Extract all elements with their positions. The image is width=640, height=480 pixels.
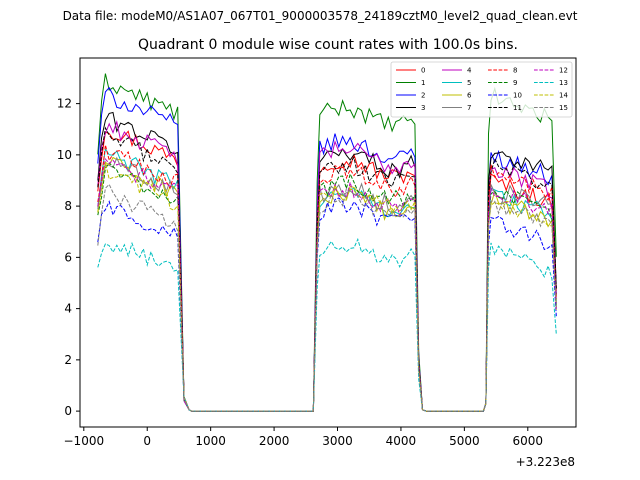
legend-label: 5 — [467, 79, 471, 87]
plot-area — [80, 58, 576, 427]
chart-suptitle: Data file: modeM0/AS1A07_067T01_90000035… — [63, 9, 578, 23]
y-tick-label: 10 — [57, 148, 72, 162]
chart-title: Quadrant 0 module wise count rates with … — [138, 37, 518, 53]
legend-label: 13 — [559, 79, 568, 87]
x-axis: −1000 0 1000 2000 3000 4000 5000 6000 — [64, 427, 544, 448]
legend-label: 15 — [559, 104, 568, 112]
x-tick-label: 5000 — [449, 434, 480, 448]
legend-label: 9 — [513, 79, 517, 87]
x-tick-label: 1000 — [195, 434, 226, 448]
x-offset-label: +3.223e8 — [516, 455, 575, 469]
x-tick-label: 4000 — [386, 434, 417, 448]
legend-label: 0 — [421, 67, 425, 75]
y-tick-label: 4 — [64, 302, 72, 316]
y-tick-label: 6 — [64, 250, 72, 264]
legend-label: 11 — [513, 104, 522, 112]
legend-label: 7 — [467, 104, 471, 112]
x-tick-label: 3000 — [322, 434, 353, 448]
legend-label: 2 — [421, 92, 425, 100]
y-tick-label: 8 — [64, 199, 72, 213]
series-layer — [97, 73, 557, 412]
legend-label: 14 — [559, 92, 568, 100]
legend-label: 4 — [467, 67, 472, 75]
legend-label: 8 — [513, 67, 517, 75]
legend-label: 1 — [421, 79, 425, 87]
plot-frame — [79, 57, 577, 428]
legend-box — [390, 61, 573, 118]
y-axis: 0 2 4 6 8 10 12 — [57, 97, 80, 418]
x-tick-label: 2000 — [259, 434, 290, 448]
series-line-9 — [97, 162, 557, 412]
legend-label: 3 — [421, 104, 425, 112]
series-line-15 — [97, 183, 557, 412]
legend-label: 6 — [467, 92, 472, 100]
y-tick-label: 0 — [64, 404, 72, 418]
x-tick-label: 6000 — [513, 434, 544, 448]
y-tick-label: 12 — [57, 97, 72, 111]
y-tick-label: 2 — [64, 353, 72, 367]
x-tick-label: −1000 — [64, 434, 105, 448]
series-line-11 — [97, 126, 557, 412]
legend-label: 10 — [513, 92, 522, 100]
x-tick-label: 0 — [143, 434, 151, 448]
legend-label: 12 — [559, 67, 568, 75]
